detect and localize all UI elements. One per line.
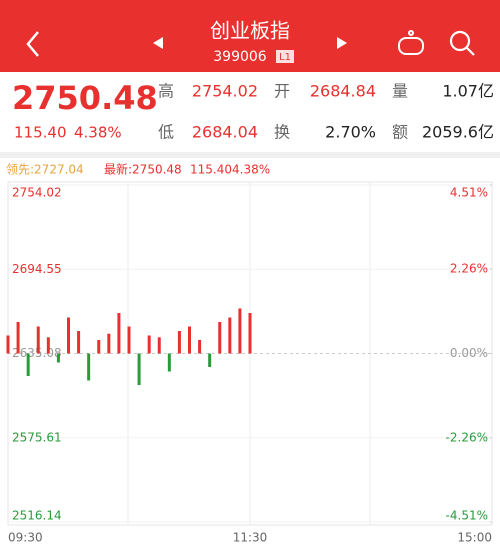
- bar: [36, 326, 40, 354]
- change-pct: 4.38%: [74, 124, 122, 142]
- legend-lead: 领先:2727.04: [6, 163, 84, 177]
- bar: [248, 313, 252, 354]
- stat-value: 2059.6亿: [422, 123, 494, 142]
- y-tick-label: 2754.02: [12, 186, 62, 200]
- bar: [188, 326, 191, 354]
- code: 399006: [213, 49, 267, 65]
- bar: [87, 353, 91, 381]
- bar: [228, 317, 232, 354]
- stat-label: 低: [158, 123, 174, 142]
- header-bar: [0, 0, 500, 72]
- stat-value: 2684.84: [310, 82, 376, 101]
- bar: [67, 317, 70, 354]
- bar: [46, 337, 50, 354]
- bar: [208, 353, 212, 367]
- badge-bg: [276, 50, 294, 63]
- bar: [127, 326, 131, 354]
- back-button[interactable]: [26, 31, 39, 57]
- stat-label: 量: [392, 82, 408, 101]
- bar: [157, 337, 161, 354]
- bar: [107, 333, 111, 354]
- price: 2750.48: [12, 79, 158, 117]
- bar: [117, 313, 121, 354]
- y-tick-label: 2516.14: [12, 509, 62, 523]
- separator: [0, 152, 500, 158]
- stat-value: 2684.04: [192, 123, 258, 142]
- y2-tick-label: -2.26%: [446, 430, 488, 444]
- bar: [218, 322, 222, 354]
- bar: [238, 308, 242, 354]
- bar: [26, 353, 30, 376]
- x-tick-label: 11:30: [233, 531, 268, 545]
- bar: [167, 353, 171, 372]
- legend-change-pct: 4.38%: [232, 163, 270, 177]
- y2-tick-label: 4.51%: [450, 186, 488, 200]
- search-icon[interactable]: [449, 30, 475, 56]
- bar: [147, 335, 151, 354]
- badge: L1: [279, 52, 291, 63]
- x-tick-label: 15:00: [457, 531, 492, 545]
- stat-label: 开: [274, 82, 290, 101]
- stat-value: 2754.02: [192, 82, 258, 101]
- bar: [137, 353, 141, 385]
- y2-tick-label: 0.00%: [450, 346, 488, 360]
- stat-label: 额: [392, 123, 408, 142]
- bar: [77, 331, 81, 354]
- prev-button[interactable]: [153, 37, 163, 49]
- bar: [177, 331, 181, 354]
- y-tick-label: 2575.61: [12, 430, 62, 444]
- stat-label: 换: [274, 123, 290, 142]
- bar: [16, 322, 20, 354]
- x-tick-label: 09:30: [8, 531, 43, 545]
- y2-tick-label: -4.51%: [446, 509, 488, 523]
- stat-label: 高: [158, 82, 174, 101]
- legend-change: 115.40: [190, 163, 232, 177]
- bar: [97, 340, 101, 354]
- bar: [6, 335, 10, 354]
- y2-tick-label: 2.26%: [450, 262, 488, 276]
- robot-icon[interactable]: [398, 30, 424, 55]
- bar: [56, 353, 60, 363]
- next-button[interactable]: [337, 37, 347, 49]
- bar: [198, 340, 202, 354]
- y-tick-label: 2694.55: [12, 262, 62, 276]
- title: 创业板指: [210, 19, 290, 43]
- change: 115.40: [14, 124, 67, 142]
- stat-value: 1.07亿: [442, 82, 494, 101]
- stat-value: 2.70%: [325, 123, 376, 142]
- legend-latest: 最新:2750.48: [104, 162, 182, 177]
